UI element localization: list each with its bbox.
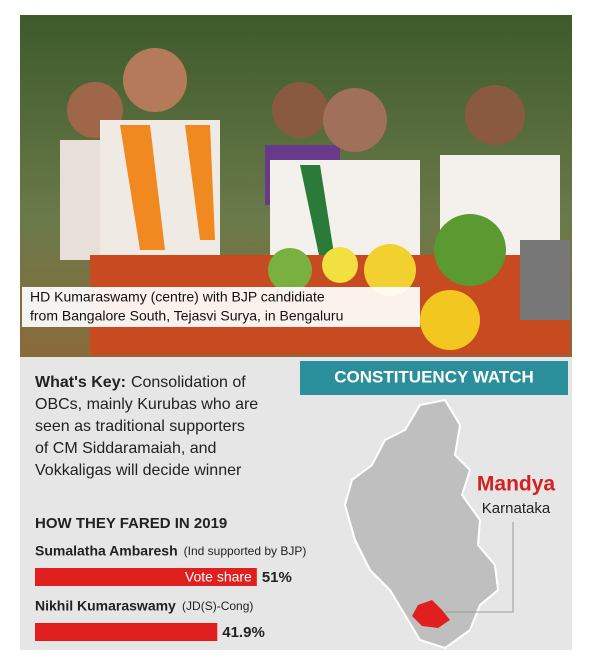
candidate-name: Sumalatha Ambaresh [35,543,178,559]
value-label: 41.9% [222,624,265,641]
key-line: of CM Siddaramaiah, and [35,440,216,457]
key-line: Consolidation of [131,374,246,391]
banner [300,361,568,395]
caption-line: from Bangalore South, Tejasvi Surya, in … [30,308,343,324]
bar [35,623,218,641]
section-title: HOW THEY FARED IN 2019 [35,515,227,532]
key-line: Vokkaligas will decide winner [35,462,242,479]
bar-label: Vote share [185,569,252,585]
photo [20,15,572,357]
caption-line: HD Kumaraswamy (centre) with BJP candidi… [30,289,325,305]
map-state: Karnataka [482,500,551,517]
key-label: What's Key: [35,374,126,391]
candidate-name: Nikhil Kumaraswamy [35,598,176,614]
banner-text: CONSTITUENCY WATCH [334,367,534,386]
candidate-party: (JD(S)-Cong) [182,599,253,613]
key-line: OBCs, mainly Kurubas who are [35,396,258,413]
caption-box [22,287,420,327]
bar [35,568,257,586]
map [343,398,514,650]
map-constituency: Mandya [477,473,556,496]
key-line: seen as traditional supporters [35,418,245,435]
value-label: 51% [262,569,292,586]
candidate-party: (Ind supported by BJP) [184,544,307,558]
